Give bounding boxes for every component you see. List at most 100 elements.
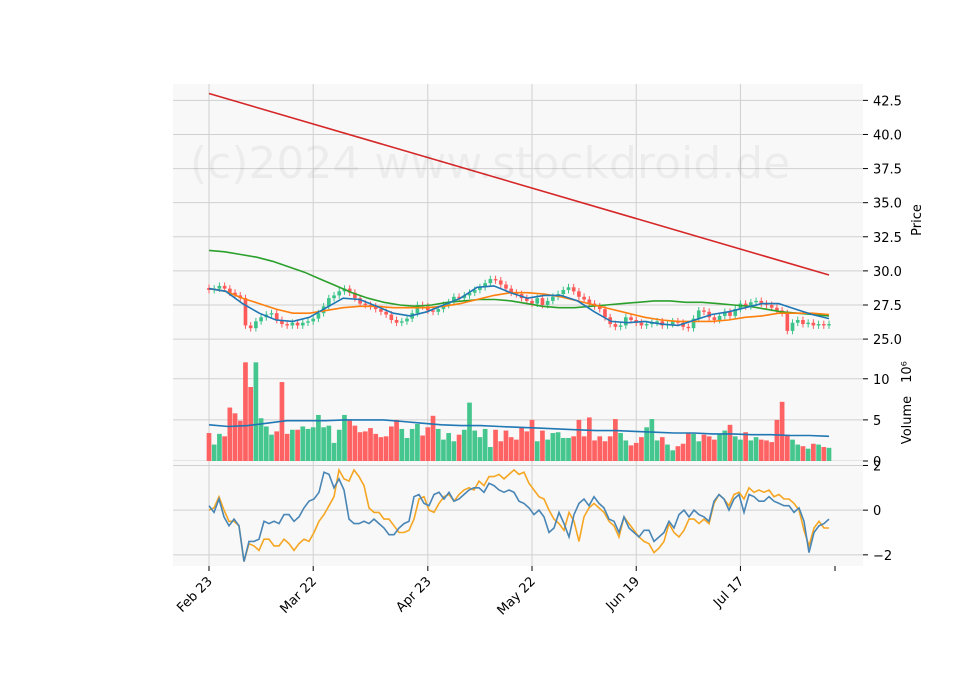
volume-bar: [753, 437, 759, 461]
volume-bar: [613, 419, 618, 461]
volume-bar: [467, 402, 472, 461]
volume-bar: [456, 434, 462, 461]
volume-bar: [670, 450, 676, 461]
volume-bar: [310, 427, 316, 461]
candle-body: [373, 306, 378, 310]
volume-bar: [435, 428, 441, 461]
volume-bar: [258, 418, 264, 461]
oscillator-ytick-label: −2: [873, 549, 892, 564]
candle-body: [452, 296, 456, 303]
x-tick-label: Jul 17: [710, 574, 747, 611]
volume-bar: [253, 362, 259, 461]
candle-body: [394, 319, 399, 323]
candle-body: [493, 279, 498, 281]
candle-body: [290, 322, 295, 326]
volume-bar: [357, 432, 363, 461]
volume-panel: 0 5 10: [173, 350, 890, 470]
volume-bar: [701, 434, 707, 461]
volume-bar: [519, 427, 524, 461]
candle-body: [827, 324, 831, 326]
candle-body: [316, 313, 321, 319]
volume-bar: [284, 433, 290, 461]
volume-bar: [811, 443, 816, 461]
candle-body: [623, 317, 628, 326]
volume-bar: [211, 444, 217, 461]
volume-bar: [821, 447, 827, 461]
volume-bar: [691, 433, 696, 461]
volume-axis-label: Volume: [900, 396, 915, 444]
candle-body: [696, 310, 701, 319]
candle-body: [540, 298, 545, 305]
volume-bar: [503, 430, 509, 461]
volume-bar: [441, 439, 446, 461]
volume-bar: [586, 417, 592, 461]
volume-bar: [826, 447, 832, 461]
candle-body: [733, 309, 738, 316]
volume-bar: [451, 441, 457, 461]
volume-bar: [800, 446, 806, 461]
candle-body: [754, 300, 758, 303]
candle-body: [545, 300, 550, 305]
volume-bar: [269, 434, 274, 461]
volume-bar: [696, 441, 702, 461]
candle-body: [233, 292, 237, 296]
candle-body: [759, 300, 764, 304]
volume-bar: [477, 437, 483, 461]
x-tick-label: Feb 23: [174, 574, 216, 616]
volume-bar: [461, 429, 467, 461]
volume-bar: [649, 419, 655, 461]
candle-body: [280, 319, 284, 325]
candle-body: [384, 311, 388, 315]
candle-body: [801, 319, 805, 325]
candle-body: [618, 325, 623, 327]
volume-bar: [644, 427, 649, 461]
candle-body: [551, 296, 555, 301]
sma50-line: [208, 249, 830, 317]
candle-body: [347, 288, 352, 293]
volume-bar: [488, 447, 493, 461]
volume-bar: [545, 439, 550, 461]
volume-bar: [816, 444, 821, 461]
volume-bar: [263, 426, 269, 461]
volume-bar: [560, 437, 566, 461]
candle-body: [217, 285, 222, 289]
candle-body: [498, 280, 503, 285]
candle-body: [561, 289, 566, 295]
volume-bar: [482, 428, 488, 461]
x-tick-label: Jun 19: [603, 574, 643, 614]
candle-body: [582, 296, 586, 300]
candle-body: [254, 321, 258, 329]
volume-bar: [779, 401, 785, 461]
volume-bar: [685, 433, 691, 461]
volume-bar: [305, 428, 311, 461]
volume-bar: [352, 425, 358, 461]
volume-bar: [706, 436, 712, 461]
candle-body: [399, 321, 404, 323]
candle-body: [363, 303, 368, 305]
oscillator-background: [173, 461, 863, 566]
price-ytick-label: 35.0: [873, 197, 902, 212]
candle-body: [613, 324, 618, 327]
candle-body: [478, 287, 482, 290]
x-tick-label: Mar 22: [277, 574, 320, 617]
candle-body: [530, 300, 534, 304]
volume-bar: [321, 427, 326, 461]
volume-bar: [420, 435, 425, 461]
volume-ytick-label: 0: [873, 455, 881, 470]
volume-bar: [790, 439, 795, 461]
candle-body: [571, 287, 576, 292]
volume-bar: [508, 437, 514, 461]
candle-body: [629, 317, 633, 320]
volume-bar: [717, 433, 722, 461]
candle-body: [311, 318, 316, 322]
volume-bar: [576, 419, 582, 461]
candle-body: [566, 287, 571, 290]
volume-bar: [738, 439, 743, 461]
volume-bar: [290, 429, 295, 461]
volume-bar: [399, 428, 405, 461]
candle-body: [228, 288, 232, 293]
volume-bar: [206, 433, 212, 461]
candle-body: [295, 322, 300, 326]
candle-body: [712, 317, 717, 320]
candle-body: [462, 295, 467, 299]
